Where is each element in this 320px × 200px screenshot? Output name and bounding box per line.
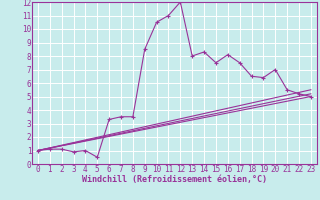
X-axis label: Windchill (Refroidissement éolien,°C): Windchill (Refroidissement éolien,°C) <box>82 175 267 184</box>
